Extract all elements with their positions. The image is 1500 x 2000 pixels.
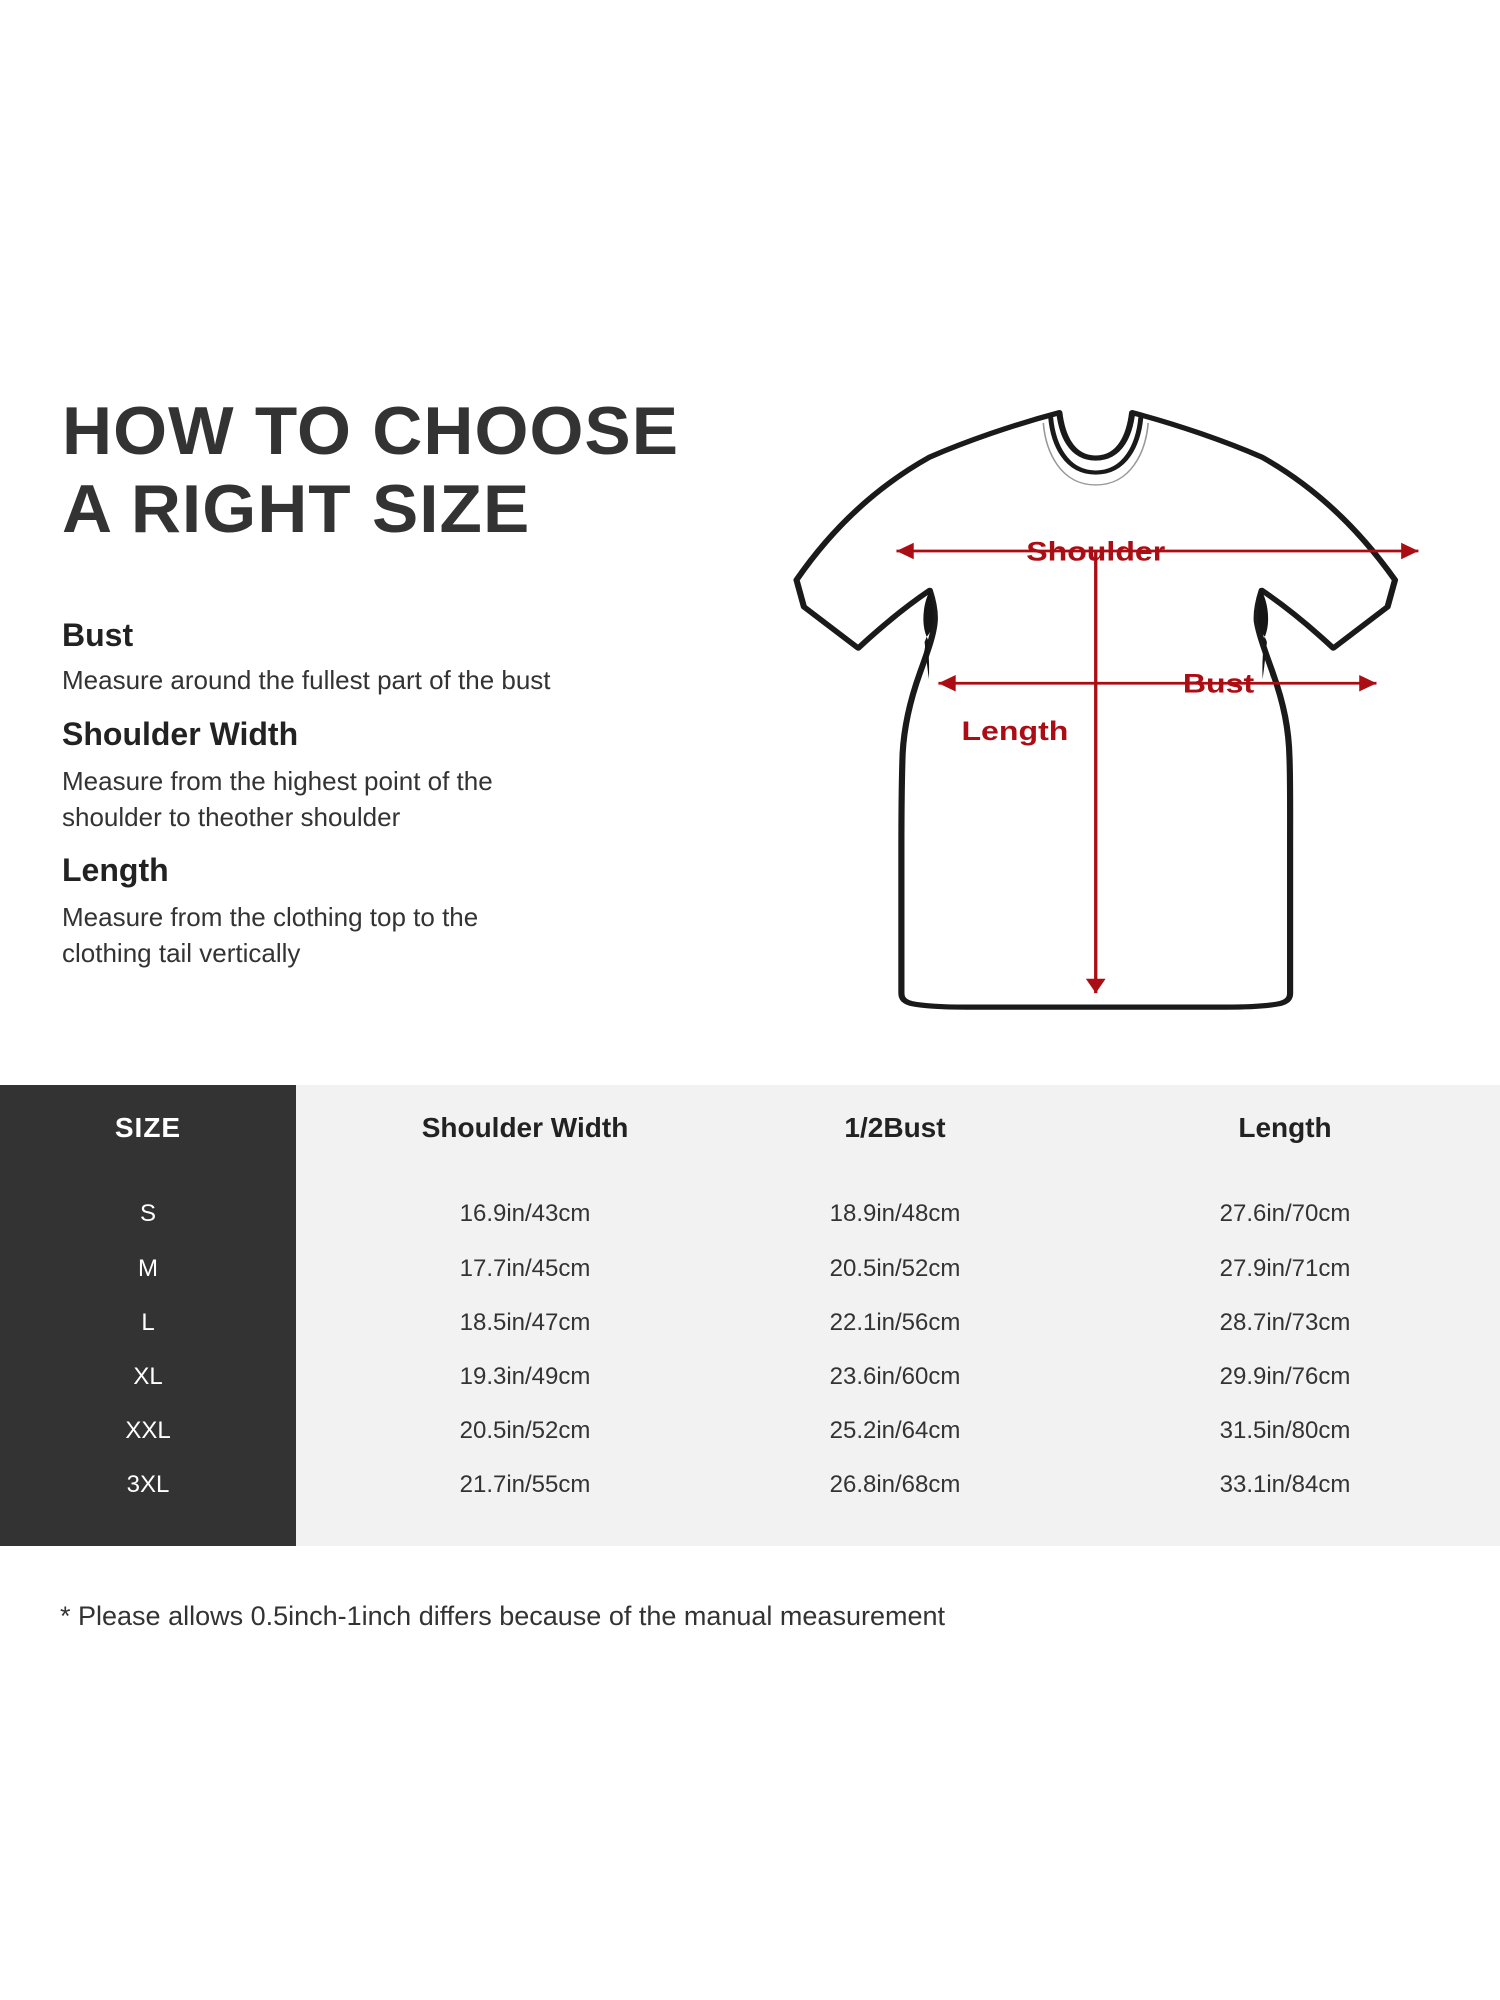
svg-text:Shoulder: Shoulder (1026, 537, 1166, 567)
svg-text:Length: Length (961, 716, 1068, 746)
svg-text:Bust: Bust (1183, 669, 1254, 699)
